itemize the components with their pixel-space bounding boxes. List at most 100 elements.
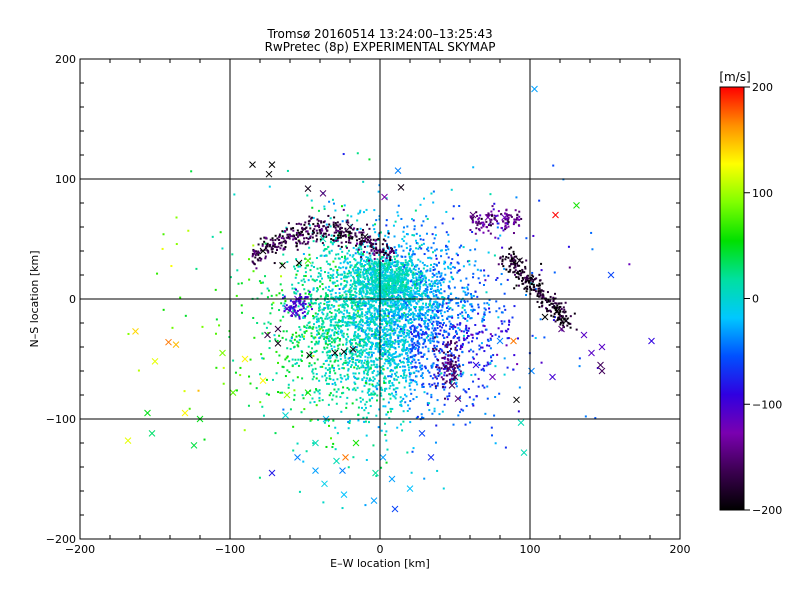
- scatter-dot: [404, 323, 407, 326]
- scatter-dot: [327, 307, 330, 310]
- scatter-dot: [334, 265, 337, 268]
- scatter-dot: [427, 324, 430, 327]
- scatter-dot: [307, 233, 310, 236]
- scatter-dot: [358, 253, 361, 256]
- scatter-dot: [350, 351, 353, 354]
- scatter-dot: [377, 190, 380, 193]
- scatter-dot: [321, 323, 324, 326]
- scatter-dot: [302, 460, 305, 463]
- scatter-dot: [408, 260, 411, 263]
- scatter-dot: [305, 226, 308, 229]
- scatter-dot: [445, 210, 448, 213]
- scatter-dot: [334, 222, 337, 225]
- scatter-dot: [462, 290, 465, 293]
- scatter-dot: [387, 299, 390, 302]
- scatter-dot: [345, 245, 348, 248]
- scatter-dot: [389, 397, 392, 400]
- scatter-dot: [381, 255, 384, 258]
- scatter-dot: [394, 372, 397, 375]
- scatter-dot: [355, 336, 358, 339]
- scatter-dot: [356, 325, 359, 328]
- scatter-dot: [407, 295, 410, 298]
- scatter-dot: [459, 312, 462, 315]
- scatter-dot: [406, 273, 409, 276]
- scatter-dot: [357, 329, 360, 332]
- scatter-dot: [399, 266, 402, 269]
- scatter-dot: [371, 372, 374, 375]
- scatter-dot: [401, 287, 404, 290]
- scatter-dot: [348, 350, 351, 353]
- scatter-dot: [467, 335, 470, 338]
- scatter-dot: [443, 290, 446, 293]
- scatter-dot: [387, 314, 390, 317]
- scatter-dot: [366, 363, 369, 366]
- scatter-dot: [433, 346, 436, 349]
- scatter-dot: [370, 288, 373, 291]
- scatter-dot: [328, 349, 331, 352]
- scatter-dot: [497, 237, 500, 240]
- scatter-dot: [394, 220, 397, 223]
- scatter-dot: [412, 295, 415, 298]
- scatter-dot: [510, 215, 513, 218]
- scatter-dot: [415, 305, 418, 308]
- scatter-dot: [402, 291, 405, 294]
- scatter-dot: [282, 366, 285, 369]
- scatter-dot: [325, 337, 328, 340]
- scatter-dot: [345, 402, 348, 405]
- scatter-dot: [328, 316, 331, 319]
- scatter-dot: [300, 230, 303, 233]
- scatter-dot: [327, 274, 330, 277]
- scatter-dot: [389, 334, 392, 337]
- scatter-dot: [395, 268, 398, 271]
- scatter-dot: [396, 289, 399, 292]
- scatter-dot: [350, 289, 353, 292]
- scatter-dot: [371, 315, 374, 318]
- scatter-dot: [391, 360, 394, 363]
- scatter-dot: [364, 504, 367, 507]
- scatter-dot: [399, 291, 402, 294]
- scatter-dot: [443, 371, 446, 374]
- scatter-dot: [414, 268, 417, 271]
- scatter-dot: [340, 245, 343, 248]
- scatter-dot: [383, 290, 386, 293]
- scatter-dot: [504, 222, 507, 225]
- scatter-dot: [416, 344, 419, 347]
- scatter-dot: [356, 305, 359, 308]
- scatter-dot: [295, 245, 298, 248]
- scatter-dot: [318, 307, 321, 310]
- scatter-dot: [323, 332, 326, 335]
- scatter-dot: [430, 331, 433, 334]
- scatter-dot: [369, 254, 372, 257]
- scatter-dot: [425, 215, 428, 218]
- scatter-dot: [371, 292, 374, 295]
- scatter-dot: [445, 252, 448, 255]
- scatter-dot: [516, 337, 519, 340]
- scatter-dot: [336, 271, 339, 274]
- scatter-dot: [381, 271, 384, 274]
- scatter-dot: [355, 285, 358, 288]
- scatter-dot: [438, 368, 441, 371]
- scatter-dot: [462, 330, 465, 333]
- scatter-dot: [322, 321, 325, 324]
- scatter-dot: [342, 153, 345, 156]
- scatter-dot: [407, 286, 410, 289]
- scatter-dot: [437, 341, 440, 344]
- scatter-dot: [386, 315, 389, 318]
- scatter-dot: [327, 246, 330, 249]
- scatter-dot: [285, 236, 288, 239]
- scatter-dot: [313, 362, 316, 365]
- scatter-dot: [367, 281, 370, 284]
- scatter-dot: [310, 340, 313, 343]
- scatter-dot: [372, 289, 375, 292]
- scatter-dot: [338, 343, 341, 346]
- scatter-dot: [285, 330, 288, 333]
- scatter-dot: [429, 309, 432, 312]
- scatter-dot: [461, 286, 464, 289]
- scatter-dot: [513, 220, 516, 223]
- scatter-dot: [431, 233, 434, 236]
- scatter-dot: [384, 265, 387, 268]
- scatter-dot: [329, 324, 332, 327]
- scatter-dot: [393, 312, 396, 315]
- scatter-dot: [506, 337, 509, 340]
- scatter-dot: [341, 377, 344, 380]
